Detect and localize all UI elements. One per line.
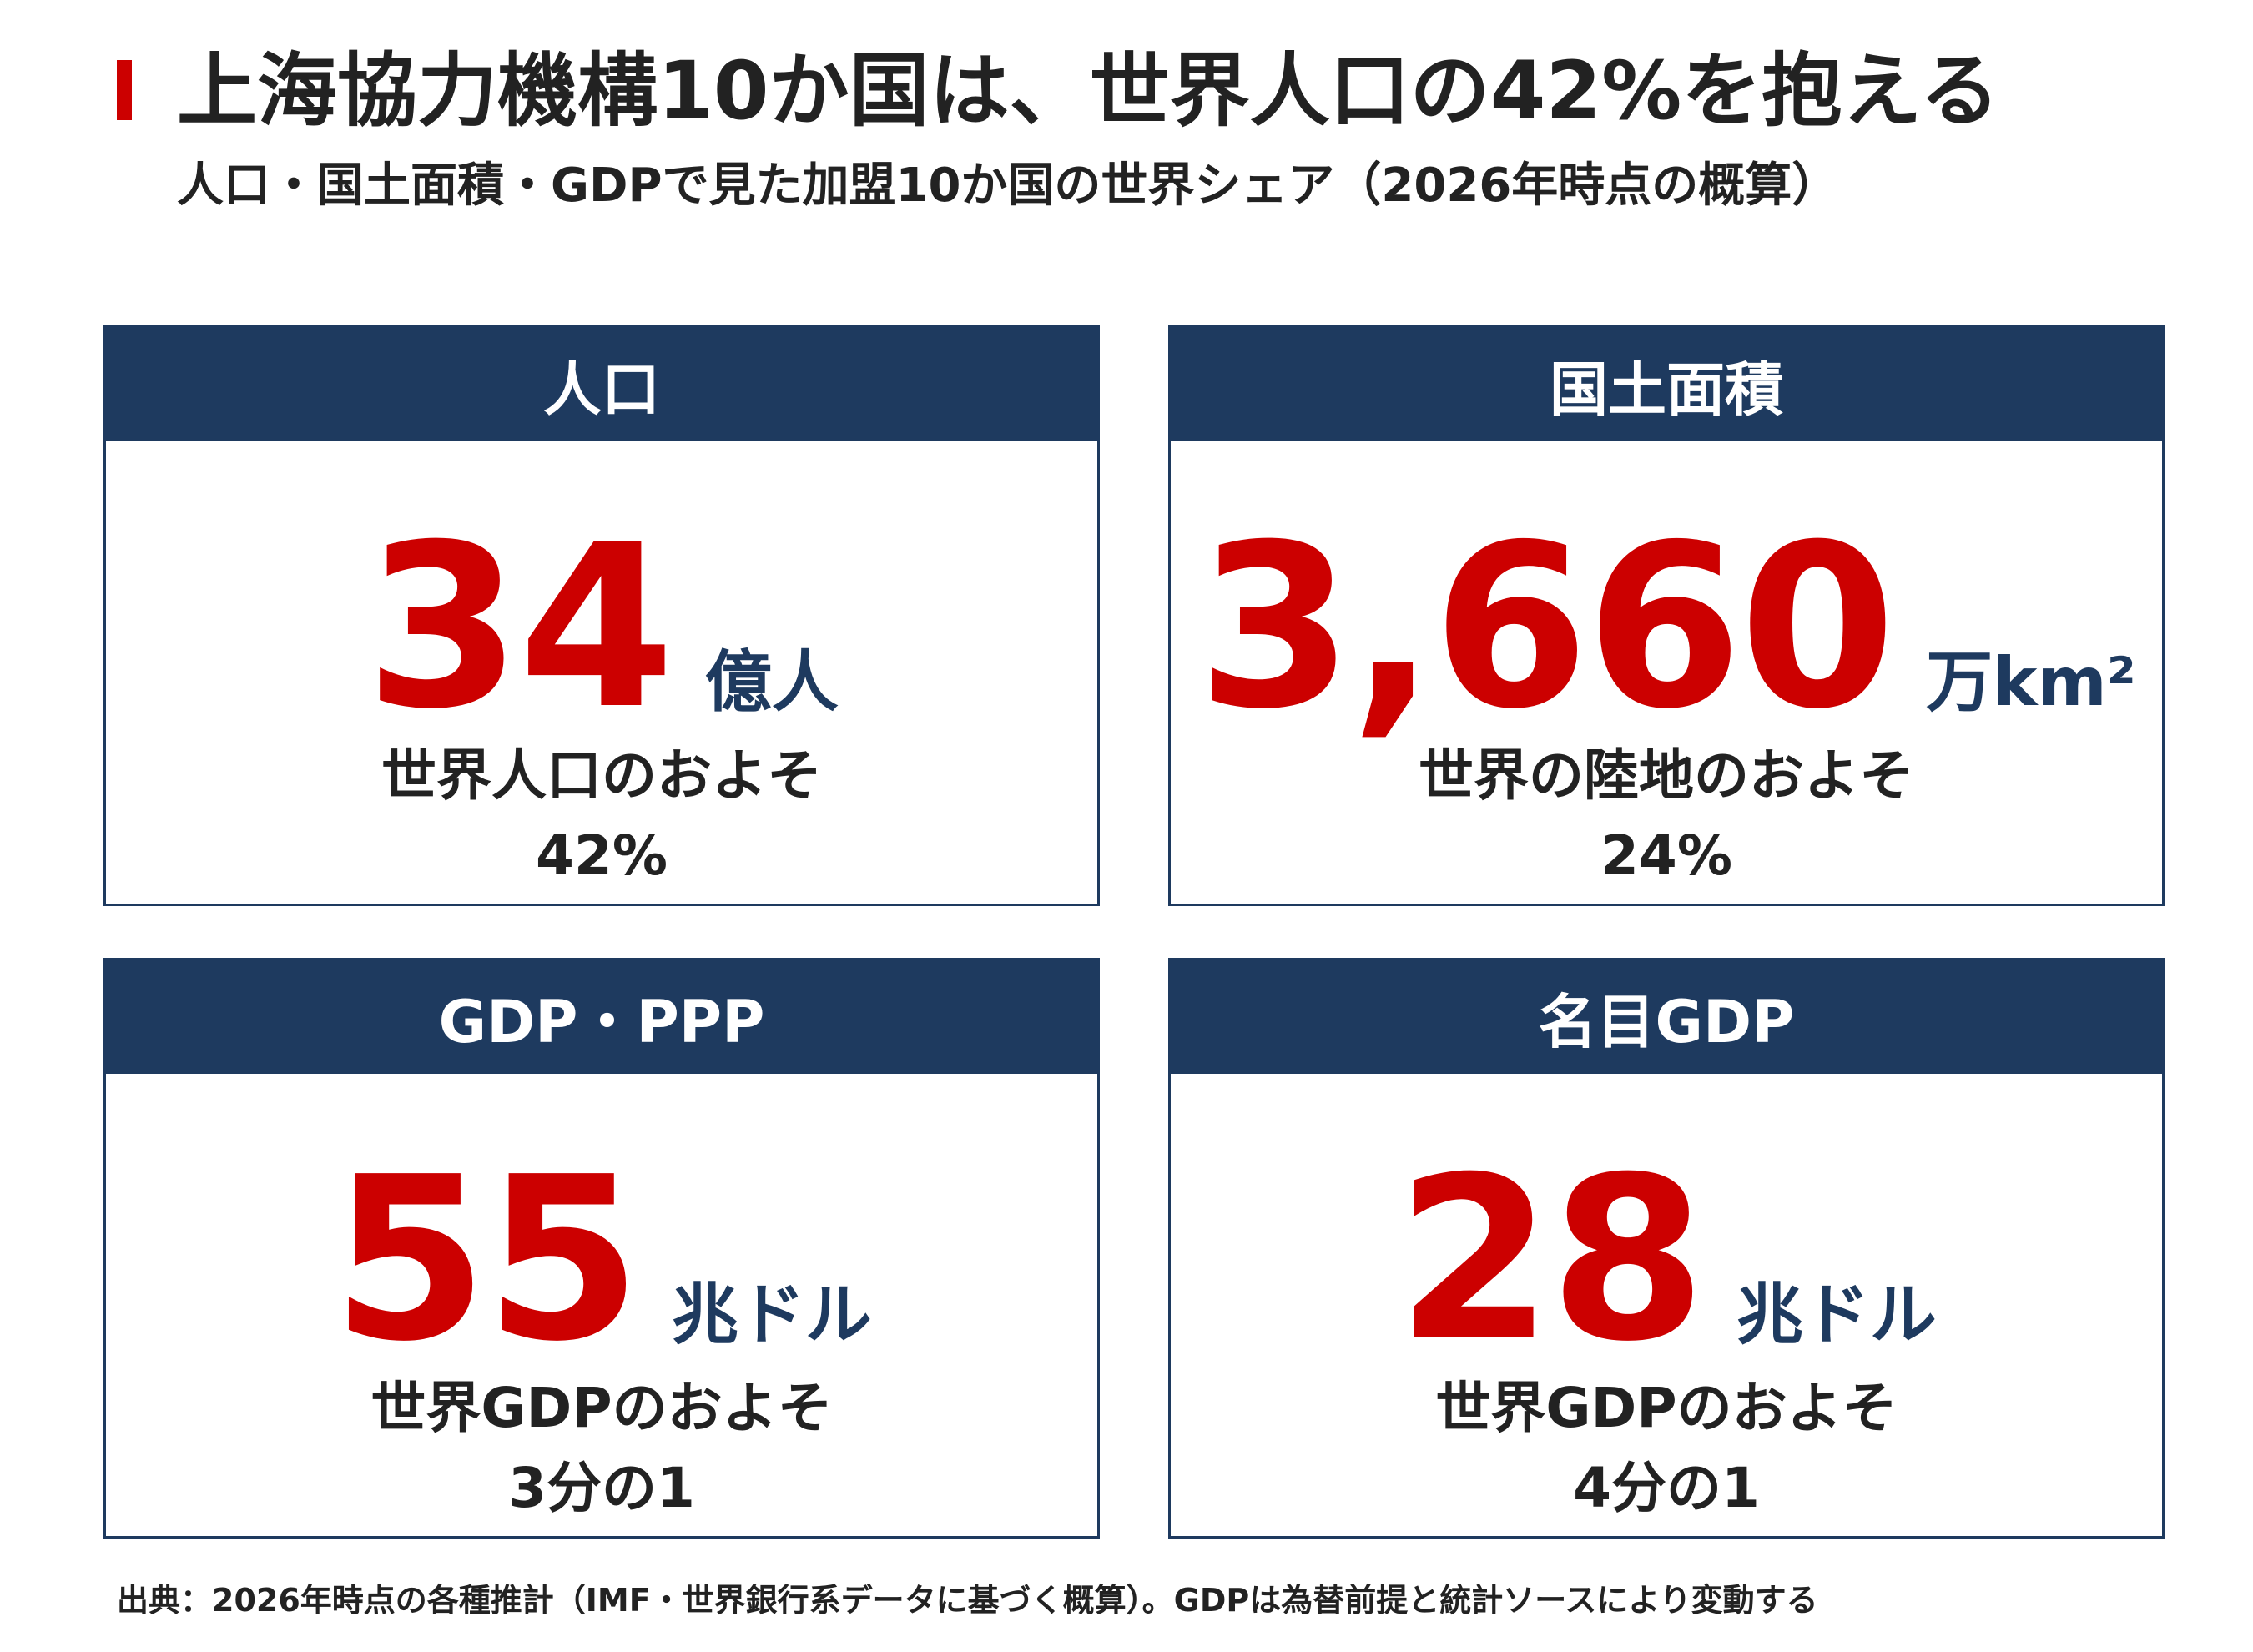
- stat-value-line: 34 億人: [106, 515, 1097, 740]
- stat-value: 28: [1396, 1128, 1706, 1391]
- share-label: 世界の陸地のおよそ: [1419, 743, 1914, 808]
- share-value: 4分の1: [1573, 1456, 1760, 1520]
- card-body: 34 億人 世界人口のおよそ 42%: [106, 441, 1097, 906]
- share-label: 世界GDPのおよそ: [370, 1376, 833, 1440]
- nominal-gdp-card: 名目GDP 28 兆ドル 世界GDPのおよそ 4分の1: [1168, 958, 2165, 1539]
- title-accent-bar: [117, 60, 132, 120]
- stat-unit: 万km²: [1926, 643, 2136, 721]
- stat-value-line: 55 兆ドル: [106, 1147, 1097, 1372]
- share-value: 3分の1: [508, 1456, 695, 1520]
- stat-unit: 兆ドル: [671, 1276, 872, 1353]
- share-value: 24%: [1600, 823, 1732, 888]
- card-header: 人口: [106, 328, 1097, 441]
- page-subtitle: 人口・国土面積・GDPで見た加盟10か国の世界シェア（2026年時点の概算）: [177, 159, 1839, 213]
- stat-value-line: 3,660 万km²: [1171, 515, 2162, 740]
- stat-value: 55: [331, 1128, 642, 1391]
- card-header: 国土面積: [1171, 328, 2162, 441]
- card-body: 28 兆ドル 世界GDPのおよそ 4分の1: [1171, 1074, 2162, 1539]
- stat-value-line: 28 兆ドル: [1171, 1147, 2162, 1372]
- page-title: 上海協力機構10か国は、世界人口の42%を抱える: [177, 44, 2000, 138]
- land-area-card: 国土面積 3,660 万km² 世界の陸地のおよそ 24%: [1168, 325, 2165, 906]
- card-header: 名目GDP: [1171, 960, 2162, 1074]
- card-body: 55 兆ドル 世界GDPのおよそ 3分の1: [106, 1074, 1097, 1539]
- stat-value: 34: [365, 496, 675, 758]
- stat-value: 3,660: [1197, 496, 1896, 758]
- stat-unit: 兆ドル: [1736, 1276, 1937, 1353]
- population-card: 人口 34 億人 世界人口のおよそ 42%: [103, 325, 1100, 906]
- share-label: 世界人口のおよそ: [381, 743, 822, 808]
- gdp-ppp-card: GDP・PPP 55 兆ドル 世界GDPのおよそ 3分の1: [103, 958, 1100, 1539]
- source-note: 出典：2026年時点の各種推計（IMF・世界銀行系データに基づく概算）。GDPは…: [117, 1582, 1818, 1619]
- share-value: 42%: [536, 823, 668, 888]
- card-body: 3,660 万km² 世界の陸地のおよそ 24%: [1171, 441, 2162, 906]
- card-header: GDP・PPP: [106, 960, 1097, 1074]
- share-label: 世界GDPのおよそ: [1435, 1376, 1898, 1440]
- stat-unit: 億人: [704, 643, 839, 721]
